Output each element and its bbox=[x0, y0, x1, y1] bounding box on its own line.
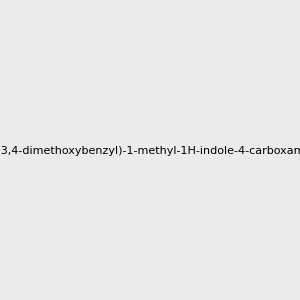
Text: N-(3,4-dimethoxybenzyl)-1-methyl-1H-indole-4-carboxamide: N-(3,4-dimethoxybenzyl)-1-methyl-1H-indo… bbox=[0, 146, 300, 157]
